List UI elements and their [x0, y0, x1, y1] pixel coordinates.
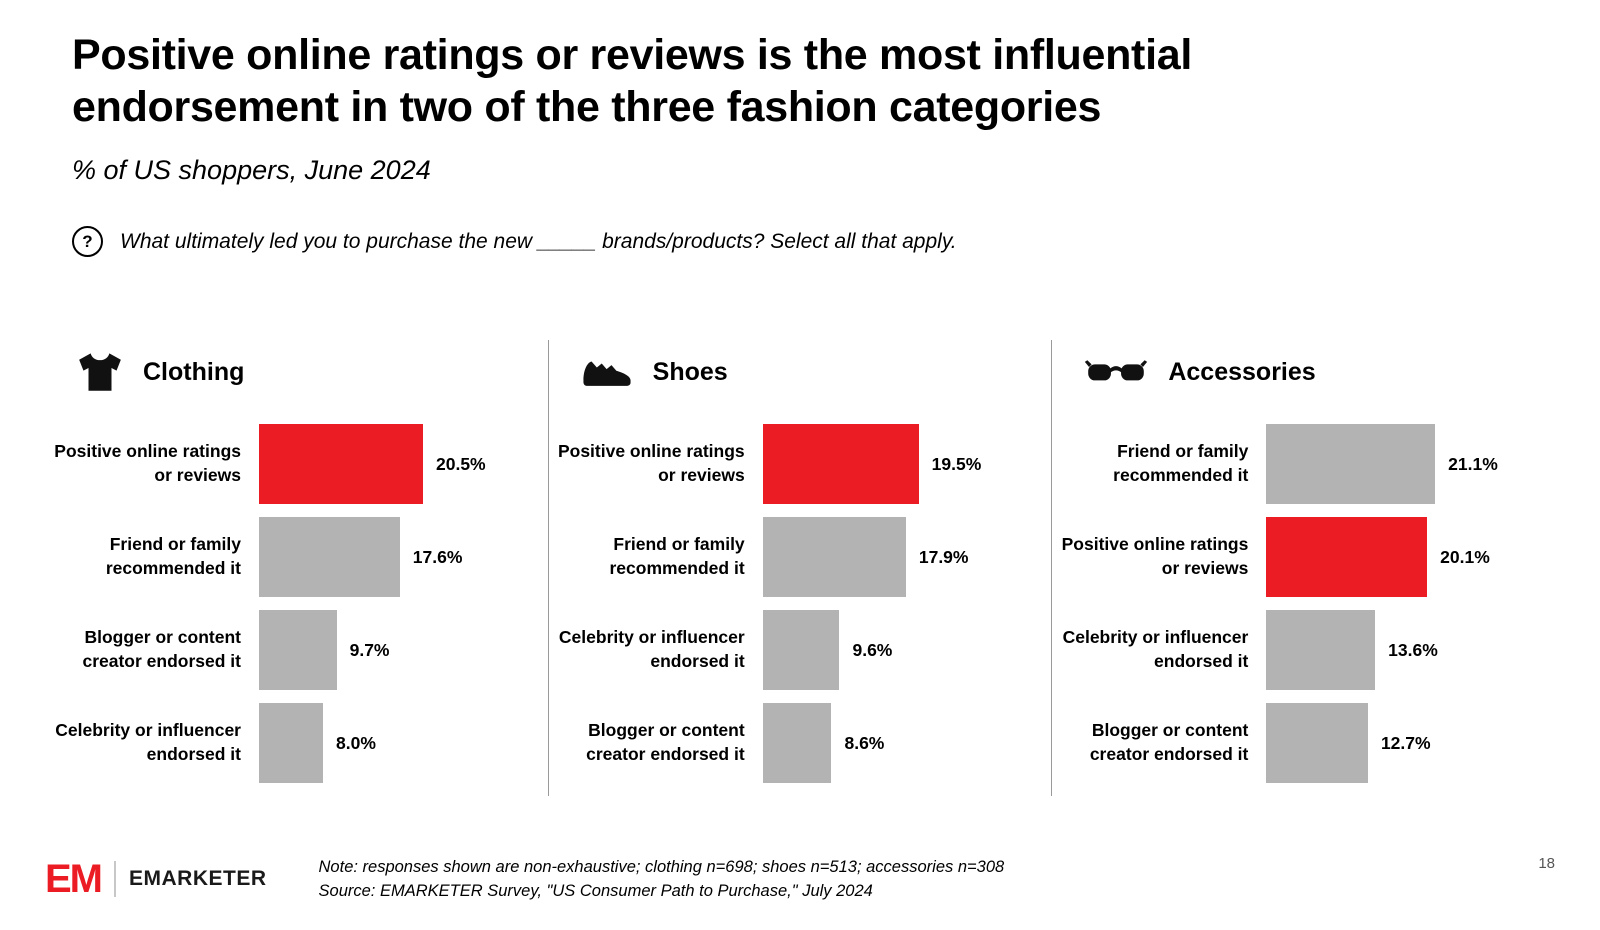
bar-value: 8.0%	[336, 732, 376, 753]
chart-area: Clothing Positive online ratings or revi…	[45, 340, 1555, 796]
bar-rows-clothing: Positive online ratings or reviews 20.5% F…	[51, 424, 542, 783]
bar-track: 20.1%	[1266, 517, 1549, 597]
sunglasses-icon	[1084, 358, 1148, 386]
bar-track: 17.9%	[762, 517, 1046, 597]
panel-title-clothing: Clothing	[143, 357, 245, 386]
bar-value: 20.1%	[1440, 546, 1490, 567]
bar	[259, 517, 400, 597]
bar-label: Friend or family recommended it	[609, 534, 745, 578]
survey-question-row: ? What ultimately led you to purchase th…	[72, 226, 1528, 258]
bar-track: 17.6%	[259, 517, 542, 597]
bar-label: Positive online ratings or reviews	[1061, 534, 1249, 578]
bar-track: 13.6%	[1266, 610, 1549, 690]
bar	[259, 610, 337, 690]
bar-label: Friend or family recommended it	[105, 534, 241, 578]
sneaker-icon	[581, 354, 633, 390]
highlighted-bar	[259, 424, 423, 504]
bar-track: 9.7%	[259, 610, 542, 690]
chart-row: Friend or family recommended it 17.6%	[51, 517, 542, 597]
panel-accessories: Accessories Friend or family recommended…	[1051, 340, 1555, 796]
panel-title-accessories: Accessories	[1168, 357, 1316, 386]
bar	[1266, 703, 1368, 783]
panel-header-clothing: Clothing	[77, 346, 542, 398]
bar-label: Positive online ratings or reviews	[54, 441, 241, 485]
panel-title-shoes: Shoes	[652, 357, 728, 386]
note-line: Note: responses shown are non-exhaustive…	[318, 857, 1005, 876]
bar-track: 21.1%	[1266, 424, 1549, 504]
survey-question-text: What ultimately led you to purchase the …	[120, 229, 957, 253]
bar-track: 12.7%	[1266, 703, 1549, 783]
footnotes: Note: responses shown are non-exhaustive…	[319, 855, 1005, 905]
bar-label: Celebrity or influencer endorsed it	[55, 720, 241, 764]
source-line: Source: EMARKETER Survey, "US Consumer P…	[318, 882, 873, 901]
highlighted-bar	[1266, 517, 1428, 597]
panel-header-accessories: Accessories	[1084, 346, 1549, 398]
bar-label: Blogger or content creator endorsed it	[586, 720, 745, 764]
panel-clothing: Clothing Positive online ratings or revi…	[45, 340, 548, 796]
bar-value: 21.1%	[1448, 453, 1498, 474]
logo-divider	[114, 861, 116, 898]
bar-label: Friend or family recommended it	[1113, 441, 1249, 485]
bar-track: 9.6%	[762, 610, 1046, 690]
chart-row: Celebrity or influencer endorsed it 8.0%	[51, 703, 542, 783]
logo-wordmark: EMARKETER	[129, 867, 267, 891]
bar-label: Celebrity or influencer endorsed it	[558, 627, 745, 671]
bar-value: 17.9%	[918, 546, 969, 567]
bar-track: 19.5%	[762, 424, 1046, 504]
page-number: 18	[1538, 854, 1555, 872]
tshirt-icon	[77, 351, 123, 393]
chart-row: Positive online ratings or reviews 19.5%	[555, 424, 1046, 504]
chart-row: Friend or family recommended it 21.1%	[1058, 424, 1549, 504]
bar-value: 9.6%	[852, 639, 893, 660]
bar-track: 20.5%	[259, 424, 542, 504]
question-mark-icon: ?	[72, 226, 103, 258]
bar	[762, 703, 832, 783]
bar-value: 19.5%	[931, 453, 982, 474]
logo-em-mark: EM	[45, 857, 103, 902]
bar-label: Blogger or content creator endorsed it	[82, 627, 241, 671]
bar-value: 9.7%	[349, 639, 390, 660]
bar-value: 13.6%	[1388, 639, 1438, 660]
bar	[259, 703, 323, 783]
title-line-1: Positive online ratings or reviews is th…	[72, 31, 1192, 79]
emarketer-logo: EM EMARKETER	[45, 859, 267, 899]
bar-rows-shoes: Positive online ratings or reviews 19.5% F…	[555, 424, 1046, 783]
chart-row: Positive online ratings or reviews 20.5%	[51, 424, 542, 504]
bar-label: Celebrity or influencer endorsed it	[1062, 627, 1249, 671]
bar	[762, 517, 906, 597]
bar-track: 8.6%	[762, 703, 1046, 783]
bar	[762, 610, 840, 690]
bar	[1266, 610, 1376, 690]
chart-row: Blogger or content creator endorsed it 9.…	[51, 610, 542, 690]
title-line-2: endorsement in two of the three fashion …	[72, 82, 1102, 131]
panel-header-shoes: Shoes	[581, 346, 1046, 398]
bar-value: 20.5%	[436, 453, 486, 474]
footer: EM EMARKETER Note: responses shown are n…	[45, 855, 1555, 905]
bar-label: Positive online ratings or reviews	[557, 441, 745, 485]
bar-value: 8.6%	[844, 732, 885, 753]
chart-subtitle: % of US shoppers, June 2024	[72, 155, 431, 186]
chart-row: Friend or family recommended it 17.9%	[555, 517, 1046, 597]
bar-value: 12.7%	[1380, 732, 1431, 753]
page-title: Positive online ratings or reviews is th…	[72, 30, 1528, 133]
bar-track: 8.0%	[259, 703, 542, 783]
chart-row: Blogger or content creator endorsed it 8.…	[555, 703, 1046, 783]
highlighted-bar	[762, 424, 919, 504]
chart-row: Positive online ratings or reviews 20.1%	[1058, 517, 1549, 597]
chart-row: Celebrity or influencer endorsed it 9.6%	[555, 610, 1046, 690]
bar-value: 17.6%	[412, 546, 463, 567]
chart-row: Blogger or content creator endorsed it 12…	[1058, 703, 1549, 783]
bar-rows-accessories: Friend or family recommended it 21.1% Posi…	[1058, 424, 1549, 783]
bar-label: Blogger or content creator endorsed it	[1089, 720, 1249, 764]
bar	[1266, 424, 1436, 504]
chart-row: Celebrity or influencer endorsed it 13.6%	[1058, 610, 1549, 690]
panel-shoes: Shoes Positive online ratings or reviews…	[547, 340, 1052, 796]
